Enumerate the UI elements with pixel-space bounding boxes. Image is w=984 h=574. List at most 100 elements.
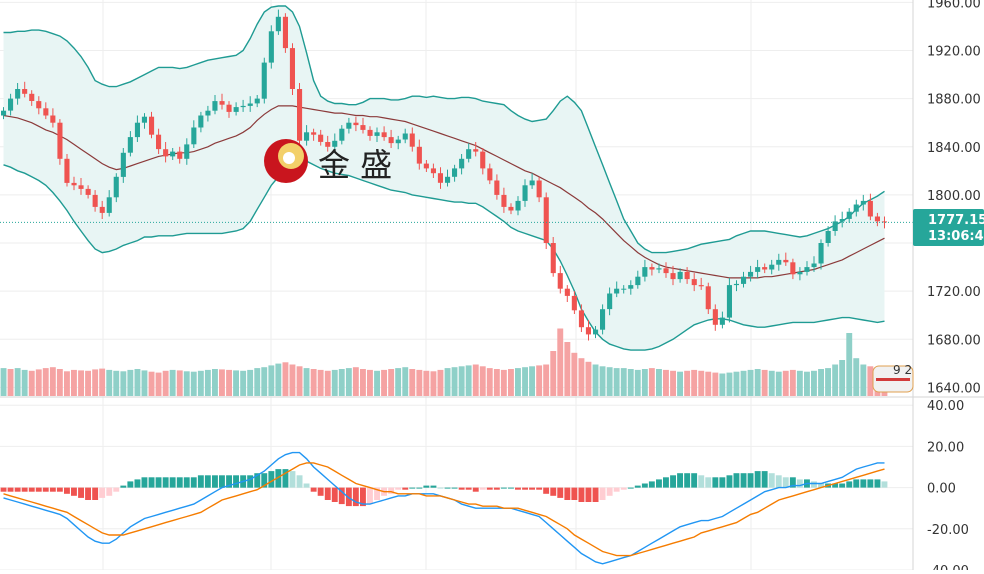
macd-histogram-bar [331,487,338,502]
candle-body [698,285,704,287]
macd-histogram-bar [853,479,860,488]
volume-bar [592,364,599,396]
macd-histogram-bar [465,487,472,490]
macd-histogram-bar [212,475,218,488]
macd-histogram-bar [92,487,99,500]
candle-body [473,149,479,152]
candle-body [22,89,28,94]
candle-body [29,93,35,101]
macd-histogram-bar [472,487,479,492]
macd-histogram-bar [515,487,521,490]
macd-histogram-bar [789,477,796,488]
macd-histogram-bar [99,487,106,498]
macd-line [3,451,885,565]
volume-bar [289,364,296,396]
macd-histogram-bar [296,475,303,488]
macd-histogram-bar [120,485,127,488]
watermark-logo: 金 盛 [264,139,392,184]
volume-bar [853,358,860,396]
volume-bar [282,362,289,397]
volume-bar [620,368,627,396]
volume-bar [536,365,543,396]
macd-histogram-bar [49,487,56,492]
candle-body [536,180,542,198]
macd-histogram-bar [867,479,874,488]
macd-histogram-bar [444,487,451,489]
candle-body [677,271,683,280]
volume-bar [613,368,620,396]
volume-bar [867,366,874,396]
candle-body [8,98,14,111]
macd-histogram-bar [64,487,70,494]
price-tag-box [913,209,984,246]
candle-body [43,108,49,116]
macd-histogram-bar [85,487,91,500]
candle-body [64,158,70,183]
volume-bar [120,371,127,397]
candle-body [191,127,197,145]
candle-body [318,134,324,142]
macd-histogram-bar [641,483,648,488]
macd-histogram-bar [78,487,84,498]
candle-body [621,288,627,290]
macd-histogram-bar [21,487,28,492]
candle-body [226,104,232,112]
macd-histogram-bar [289,471,296,488]
volume-bar [747,369,754,396]
volume-bar [402,367,409,396]
volume-bar [712,372,719,396]
macd-histogram-bar [860,479,867,488]
macd-histogram-bar [42,487,49,492]
volume-bar [789,369,796,396]
macd-histogram-bar [493,487,500,490]
macd-histogram-bar [705,477,712,488]
macd-histogram-bar [169,477,176,488]
candle-body [261,62,267,99]
volume-bar [585,361,592,396]
candle-body [297,89,303,141]
macd-histogram-bar [197,475,204,488]
price-axis[interactable]: 1960.00 1920.00 1880.00 1840.00 1800.00 1720.… [927,0,981,396]
volume-bar [190,371,197,396]
volume-bar [684,370,691,396]
volume-bar [500,369,507,396]
volume-bar [627,369,634,396]
macd-histogram-bar [529,487,535,490]
candle-body [600,309,606,330]
volume-bar [663,369,669,396]
price-tick-label: 1920.00 [927,45,981,60]
candle-body [381,132,387,138]
macd-axis[interactable]: 40.00 20.00 0.00 -20.00 -40.00 [927,399,969,574]
candle-body [607,293,613,310]
candle-body [663,268,669,274]
macd-tick-label: -20.00 [927,523,969,538]
macd-histogram-bar [388,487,395,494]
candle-body [184,144,190,159]
volume-bar [162,370,169,396]
watermark-text: 金 盛 [318,146,392,184]
volume-bar [374,370,380,396]
macd-histogram-bar [423,485,430,488]
candle-body [705,286,711,310]
macd-histogram-bar [303,483,310,488]
candle-body [240,105,246,108]
candle-body [233,107,239,112]
macd-histogram-bar [226,475,232,488]
volume-bar [324,370,331,396]
volume-bar [733,371,740,396]
volume-bar [599,366,606,396]
macd-tick-label: -40.00 [927,564,969,570]
macd-histogram-bar [550,487,557,496]
candle-body [205,110,211,116]
candle-body [769,264,775,270]
macd-histogram-bar [430,485,437,488]
bollinger-lower-line [3,158,885,351]
candle-body [797,271,803,275]
volume-bar [761,369,768,396]
volume-bar [557,328,564,396]
candle-body [430,168,436,174]
macd-histogram-bar [571,487,578,500]
candle-body [684,271,690,280]
